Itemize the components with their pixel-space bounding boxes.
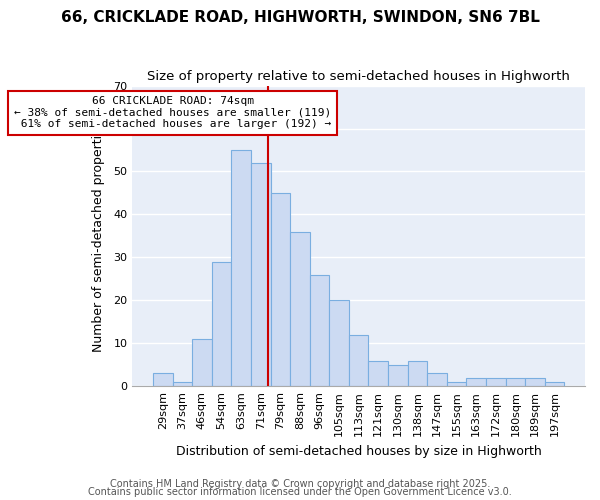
- Text: Contains HM Land Registry data © Crown copyright and database right 2025.: Contains HM Land Registry data © Crown c…: [110, 479, 490, 489]
- Bar: [506, 378, 525, 386]
- Bar: [212, 262, 232, 386]
- Bar: [271, 193, 290, 386]
- Bar: [525, 378, 545, 386]
- Bar: [368, 360, 388, 386]
- Bar: [153, 374, 173, 386]
- Bar: [486, 378, 506, 386]
- Bar: [329, 300, 349, 386]
- Text: 66 CRICKLADE ROAD: 74sqm
← 38% of semi-detached houses are smaller (119)
 61% of: 66 CRICKLADE ROAD: 74sqm ← 38% of semi-d…: [14, 96, 331, 130]
- Bar: [427, 374, 447, 386]
- Y-axis label: Number of semi-detached properties: Number of semi-detached properties: [92, 120, 105, 352]
- Text: 66, CRICKLADE ROAD, HIGHWORTH, SWINDON, SN6 7BL: 66, CRICKLADE ROAD, HIGHWORTH, SWINDON, …: [61, 10, 539, 25]
- Bar: [349, 334, 368, 386]
- Text: Contains public sector information licensed under the Open Government Licence v3: Contains public sector information licen…: [88, 487, 512, 497]
- Bar: [447, 382, 466, 386]
- Bar: [290, 232, 310, 386]
- Bar: [192, 339, 212, 386]
- Bar: [310, 274, 329, 386]
- Title: Size of property relative to semi-detached houses in Highworth: Size of property relative to semi-detach…: [147, 70, 570, 83]
- Bar: [407, 360, 427, 386]
- Bar: [251, 163, 271, 386]
- Bar: [545, 382, 565, 386]
- Bar: [388, 365, 407, 386]
- Bar: [173, 382, 192, 386]
- Bar: [232, 150, 251, 386]
- Bar: [466, 378, 486, 386]
- X-axis label: Distribution of semi-detached houses by size in Highworth: Distribution of semi-detached houses by …: [176, 444, 542, 458]
